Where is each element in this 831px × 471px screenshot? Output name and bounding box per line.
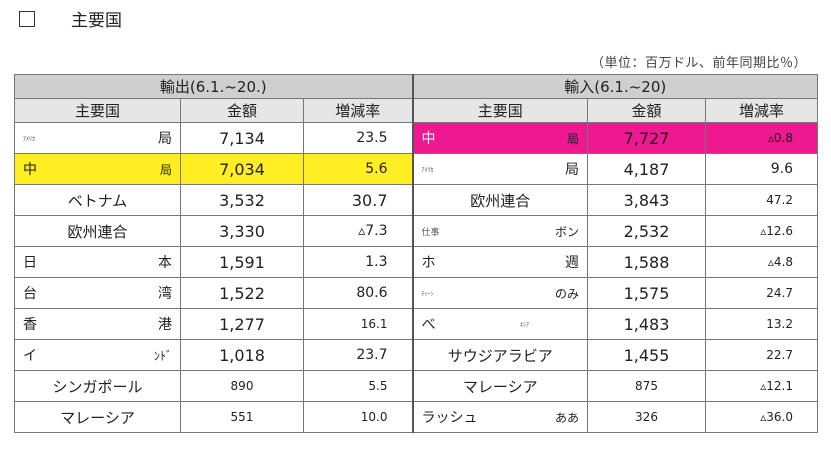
export-amount: 1,522 xyxy=(180,277,304,309)
export-amount: 7,134 xyxy=(180,122,304,154)
table-row: イﾝﾄﾞ 1,018 23.7 サウジアラビア 1,455 22.7 xyxy=(14,339,818,371)
import-rate: ▵4.8 xyxy=(705,246,818,278)
exports-col-rate: 増減率 xyxy=(303,98,413,123)
table-row: ｱﾒﾘｶ局 7,134 23.5 中局 7,727 ▵0.8 xyxy=(14,122,818,154)
export-rate: 80.6 xyxy=(303,277,413,309)
import-country: 仕事 ボン xyxy=(411,215,588,247)
export-rate: 30.7 xyxy=(303,184,413,216)
export-country: 日本 xyxy=(14,246,181,278)
import-rate: ▵0.8 xyxy=(705,122,818,154)
import-rate: 13.2 xyxy=(705,308,818,340)
import-country: 中局 xyxy=(411,122,588,154)
table-row: シンガポール 890 5.5 マレーシア 875 ▵12.1 xyxy=(14,370,818,402)
export-country: 香港 xyxy=(14,308,181,340)
import-amount: 875 xyxy=(587,370,706,402)
exports-col-country: 主要国 xyxy=(14,98,181,123)
export-country: 中局 xyxy=(14,153,181,185)
imports-col-country: 主要国 xyxy=(411,98,588,123)
table-row: 香港 1,277 16.1 べﾈｼｱ 1,483 13.2 xyxy=(14,308,818,340)
import-rate: 24.7 xyxy=(705,277,818,309)
trade-table: 輸出(6.1.~20.) 輸入(6.1.~20) 主要国 金額 増減率 主要国 … xyxy=(14,74,818,433)
import-rate: 47.2 xyxy=(705,184,818,216)
import-rate: ▵36.0 xyxy=(705,401,818,433)
import-country: ｱﾒﾘｶ局 xyxy=(411,153,588,185)
export-country: 台湾 xyxy=(14,277,181,309)
import-amount: 1,575 xyxy=(587,277,706,309)
export-amount: 3,532 xyxy=(180,184,304,216)
export-country: 欧州連合 xyxy=(14,215,181,247)
export-country: マレーシア xyxy=(14,401,181,433)
exports-title: 輸出(6.1.~20.) xyxy=(14,74,413,99)
import-amount: 326 xyxy=(587,401,706,433)
import-country: サウジアラビア xyxy=(411,339,588,371)
export-rate: 1.3 xyxy=(303,246,413,278)
import-amount: 2,532 xyxy=(587,215,706,247)
section-heading: 主要国 xyxy=(71,11,122,31)
export-rate: 5.5 xyxy=(303,370,413,402)
table-row: マレーシア 551 10.0 ラッシュ ああ 326 ▵36.0 xyxy=(14,401,818,433)
import-rate: 9.6 xyxy=(705,153,818,185)
export-amount: 7,034 xyxy=(180,153,304,185)
export-amount: 551 xyxy=(180,401,304,433)
export-country: ベトナム xyxy=(14,184,181,216)
export-rate: 10.0 xyxy=(303,401,413,433)
import-amount: 7,727 xyxy=(587,122,706,154)
imports-title: 輸入(6.1.~20) xyxy=(411,74,818,99)
export-amount: 1,591 xyxy=(180,246,304,278)
export-country: ｱﾒﾘｶ局 xyxy=(14,122,181,154)
import-amount: 3,843 xyxy=(587,184,706,216)
table-row: 日本 1,591 1.3 ホ週 1,588 ▵4.8 xyxy=(14,246,818,278)
import-rate: 22.7 xyxy=(705,339,818,371)
export-rate: ▵7.3 xyxy=(303,215,413,247)
import-country: ﾃｨｰﾝ のみ xyxy=(411,277,588,309)
exports-col-amount: 金額 xyxy=(180,98,304,123)
export-amount: 890 xyxy=(180,370,304,402)
export-country: イﾝﾄﾞ xyxy=(14,339,181,371)
import-amount: 1,483 xyxy=(587,308,706,340)
export-rate: 16.1 xyxy=(303,308,413,340)
table-row: ベトナム 3,532 30.7 欧州連合 3,843 47.2 xyxy=(14,184,818,216)
section-checkbox[interactable] xyxy=(19,11,35,27)
import-amount: 1,588 xyxy=(587,246,706,278)
import-rate: ▵12.6 xyxy=(705,215,818,247)
import-country: ラッシュ ああ xyxy=(411,401,588,433)
table-row: 欧州連合 3,330 ▵7.3 仕事 ボン 2,532 ▵12.6 xyxy=(14,215,818,247)
export-amount: 1,277 xyxy=(180,308,304,340)
table-row: 中局 7,034 5.6 ｱﾒﾘｶ局 4,187 9.6 xyxy=(14,153,818,185)
export-rate: 5.6 xyxy=(303,153,413,185)
imports-col-rate: 増減率 xyxy=(705,98,818,123)
export-rate: 23.5 xyxy=(303,122,413,154)
export-rate: 23.7 xyxy=(303,339,413,371)
import-country: ホ週 xyxy=(411,246,588,278)
table-row: 台湾 1,522 80.6 ﾃｨｰﾝ のみ 1,575 24.7 xyxy=(14,277,818,309)
import-amount: 4,187 xyxy=(587,153,706,185)
import-country: マレーシア xyxy=(411,370,588,402)
export-amount: 3,330 xyxy=(180,215,304,247)
export-amount: 1,018 xyxy=(180,339,304,371)
import-country: 欧州連合 xyxy=(411,184,588,216)
import-country: べﾈｼｱ xyxy=(411,308,588,340)
import-amount: 1,455 xyxy=(587,339,706,371)
import-rate: ▵12.1 xyxy=(705,370,818,402)
export-country: シンガポール xyxy=(14,370,181,402)
unit-note: （単位：百万ドル、前年同期比％） xyxy=(590,56,807,71)
imports-col-amount: 金額 xyxy=(587,98,706,123)
